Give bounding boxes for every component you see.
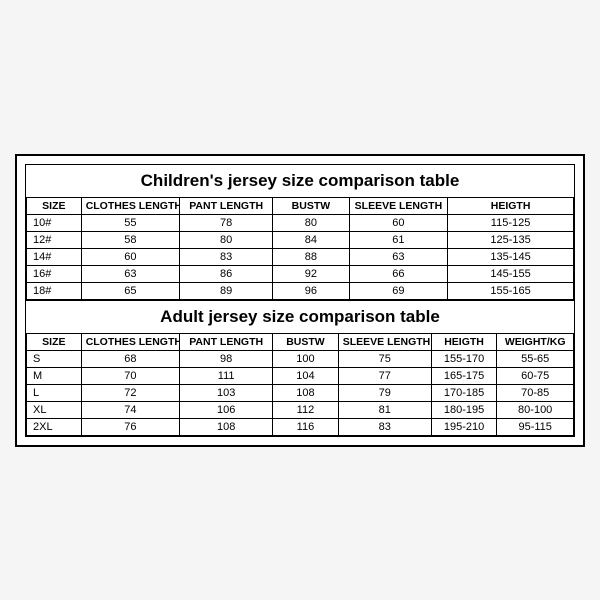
table-row: S689810075155-17055-65	[27, 350, 574, 367]
table-cell: 65	[81, 282, 179, 299]
table-cell: 115-125	[448, 214, 574, 231]
col-size: SIZE	[27, 198, 82, 215]
table-cell: 96	[273, 282, 350, 299]
table-row: 18#65899669155-165	[27, 282, 574, 299]
table-cell: 70-85	[497, 384, 574, 401]
table-cell: 84	[273, 231, 350, 248]
adult-table-title: Adult jersey size comparison table	[26, 300, 574, 334]
col-bust: BUSTW	[273, 334, 339, 351]
col-sleeve: SLEEVE LENGTH	[349, 198, 447, 215]
table-cell: 12#	[27, 231, 82, 248]
table-cell: 100	[273, 350, 339, 367]
table-cell: 86	[180, 265, 273, 282]
table-row: 16#63869266145-155	[27, 265, 574, 282]
children-size-table: SIZE CLOTHES LENGTH PANT LENGTH BUSTW SL…	[26, 198, 574, 300]
col-pant: PANT LENGTH	[180, 198, 273, 215]
table-cell: 108	[273, 384, 339, 401]
table-cell: 68	[81, 350, 179, 367]
col-weight: WEIGHT/KG	[497, 334, 574, 351]
table-cell: 180-195	[431, 401, 497, 418]
table-cell: 155-170	[431, 350, 497, 367]
table-cell: 108	[180, 418, 273, 435]
table-cell: L	[27, 384, 82, 401]
table-cell: 95-115	[497, 418, 574, 435]
table-cell: 55	[81, 214, 179, 231]
table-cell: 60	[349, 214, 447, 231]
table-cell: 61	[349, 231, 447, 248]
table-cell: 80	[180, 231, 273, 248]
table-cell: 135-145	[448, 248, 574, 265]
table-cell: 60-75	[497, 367, 574, 384]
table-cell: 116	[273, 418, 339, 435]
table-cell: 125-135	[448, 231, 574, 248]
table-cell: 78	[180, 214, 273, 231]
table-cell: 106	[180, 401, 273, 418]
table-cell: XL	[27, 401, 82, 418]
table-cell: 80-100	[497, 401, 574, 418]
table-cell: 92	[273, 265, 350, 282]
table-cell: 58	[81, 231, 179, 248]
table-cell: 74	[81, 401, 179, 418]
col-height: HEIGTH	[431, 334, 497, 351]
table-cell: 195-210	[431, 418, 497, 435]
col-bust: BUSTW	[273, 198, 350, 215]
table-row: 10#55788060115-125	[27, 214, 574, 231]
table-cell: 77	[338, 367, 431, 384]
table-cell: 66	[349, 265, 447, 282]
table-row: XL7410611281180-19580-100	[27, 401, 574, 418]
table-row: 14#60838863135-145	[27, 248, 574, 265]
table-cell: M	[27, 367, 82, 384]
size-chart-card: Children's jersey size comparison table …	[15, 154, 585, 447]
col-size: SIZE	[27, 334, 82, 351]
table-cell: 104	[273, 367, 339, 384]
table-cell: 165-175	[431, 367, 497, 384]
col-clothes: CLOTHES LENGTH	[81, 334, 179, 351]
table-cell: 79	[338, 384, 431, 401]
table-cell: 103	[180, 384, 273, 401]
table-cell: 155-165	[448, 282, 574, 299]
table-cell: 83	[338, 418, 431, 435]
table-row: M7011110477165-17560-75	[27, 367, 574, 384]
table-cell: 88	[273, 248, 350, 265]
table-cell: 60	[81, 248, 179, 265]
table-cell: 145-155	[448, 265, 574, 282]
table-cell: 81	[338, 401, 431, 418]
table-cell: S	[27, 350, 82, 367]
table-cell: 72	[81, 384, 179, 401]
table-cell: 55-65	[497, 350, 574, 367]
table-cell: 70	[81, 367, 179, 384]
table-row: 2XL7610811683195-21095-115	[27, 418, 574, 435]
table-cell: 63	[81, 265, 179, 282]
col-height: HEIGTH	[448, 198, 574, 215]
table-cell: 98	[180, 350, 273, 367]
children-table-title: Children's jersey size comparison table	[26, 165, 574, 198]
table-cell: 112	[273, 401, 339, 418]
table-cell: 14#	[27, 248, 82, 265]
table-cell: 10#	[27, 214, 82, 231]
size-chart-inner: Children's jersey size comparison table …	[25, 164, 575, 437]
table-cell: 75	[338, 350, 431, 367]
table-cell: 2XL	[27, 418, 82, 435]
table-cell: 18#	[27, 282, 82, 299]
col-clothes: CLOTHES LENGTH	[81, 198, 179, 215]
col-sleeve: SLEEVE LENGTH	[338, 334, 431, 351]
table-cell: 69	[349, 282, 447, 299]
table-cell: 63	[349, 248, 447, 265]
col-pant: PANT LENGTH	[180, 334, 273, 351]
table-cell: 111	[180, 367, 273, 384]
table-cell: 170-185	[431, 384, 497, 401]
table-cell: 76	[81, 418, 179, 435]
table-cell: 83	[180, 248, 273, 265]
table-cell: 16#	[27, 265, 82, 282]
adult-header-row: SIZE CLOTHES LENGTH PANT LENGTH BUSTW SL…	[27, 334, 574, 351]
adult-size-table: SIZE CLOTHES LENGTH PANT LENGTH BUSTW SL…	[26, 334, 574, 436]
table-cell: 80	[273, 214, 350, 231]
table-row: 12#58808461125-135	[27, 231, 574, 248]
table-row: L7210310879170-18570-85	[27, 384, 574, 401]
table-cell: 89	[180, 282, 273, 299]
children-header-row: SIZE CLOTHES LENGTH PANT LENGTH BUSTW SL…	[27, 198, 574, 215]
